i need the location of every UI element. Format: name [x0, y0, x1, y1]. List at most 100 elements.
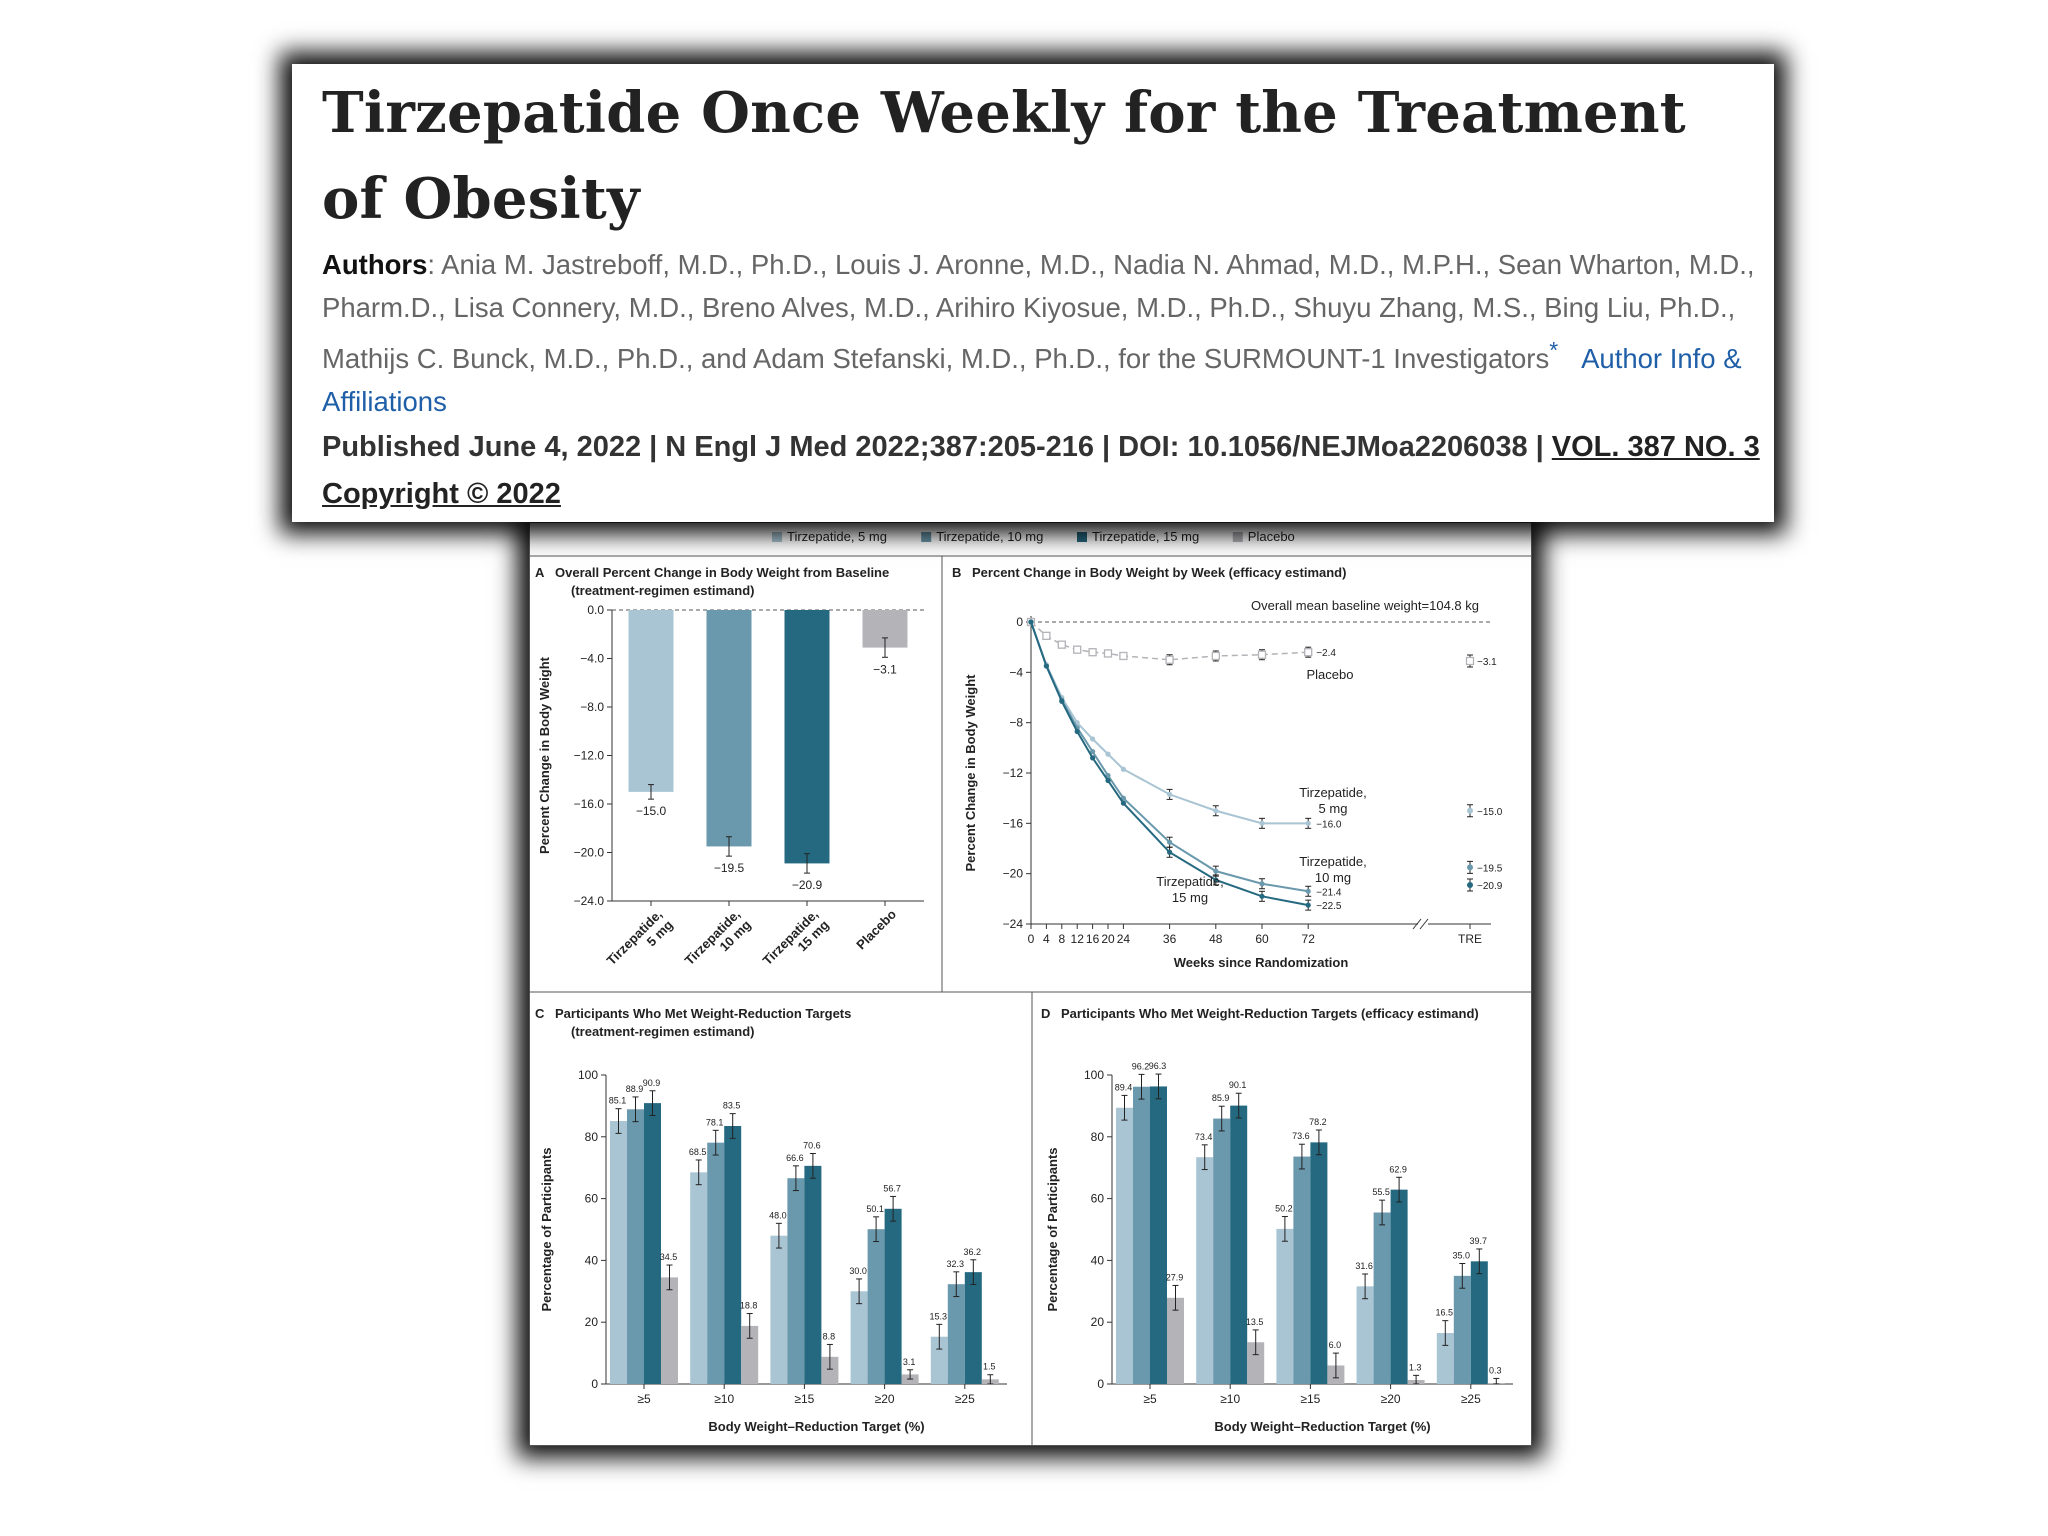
panel-c-value-label: 15.3 — [930, 1311, 948, 1321]
panel-c-ytick-label: 0 — [591, 1377, 598, 1391]
panel-b-title: Percent Change in Body Weight by Week (e… — [972, 565, 1346, 580]
panel-b-xtick-label: 24 — [1117, 932, 1131, 946]
panel-b-marker-placebo — [1057, 640, 1066, 649]
panel-b-xtick-label: 60 — [1255, 932, 1269, 946]
panel-c-value-label: 68.5 — [689, 1147, 707, 1157]
panel-b-axis-break — [1412, 918, 1422, 930]
panel-d-xlabel: Body Weight–Reduction Target (%) — [1214, 1419, 1430, 1434]
panel-c-bar-tz10 — [627, 1109, 644, 1384]
panel-d-category-label: ≥25 — [1461, 1392, 1481, 1406]
panel-b-marker-tz5 — [1090, 736, 1096, 742]
panel-b-tre-label: −20.9 — [1477, 881, 1503, 892]
authors-list: : Ania M. Jastreboff, M.D., Ph.D., Louis… — [322, 249, 1755, 375]
panel-b-marker-tz15 — [1259, 893, 1265, 899]
panel-c-bar-tz10 — [707, 1142, 725, 1384]
panel-c-bar-tz5 — [690, 1172, 708, 1384]
meta-separator: | — [1535, 431, 1544, 463]
meta-separator: | — [1102, 431, 1111, 463]
panel-b-tre-marker-placebo — [1465, 656, 1475, 666]
panel-a-title: Overall Percent Change in Body Weight fr… — [555, 565, 889, 580]
panel-c-letter: C — [535, 1006, 545, 1021]
legend-label-tz5: Tirzepatide, 5 mg — [787, 529, 887, 544]
panel-c-xlabel: Body Weight–Reduction Target (%) — [708, 1419, 924, 1434]
panel-a-value-label: −20.9 — [792, 878, 823, 892]
panel-c-value-label: 18.8 — [740, 1301, 758, 1311]
panel-d-value-label: 39.7 — [1470, 1236, 1488, 1246]
panel-d-bar-placebo — [1167, 1297, 1184, 1384]
panel-a-ytick-label: −8.0 — [580, 700, 604, 714]
figure-svg: Tirzepatide, 5 mg Tirzepatide, 10 mg Tirze… — [529, 522, 1532, 1446]
panel-b-marker-tz15 — [1213, 877, 1219, 883]
panel-d-value-label: 31.6 — [1355, 1261, 1373, 1271]
authors-asterisk[interactable]: * — [1549, 337, 1559, 363]
panel-c-value-label: 56.7 — [883, 1183, 901, 1193]
panel-d-bar-placebo — [1247, 1342, 1265, 1384]
legend-swatch-tz10 — [921, 532, 932, 542]
panel-b-marker-tz5 — [1105, 751, 1111, 757]
panel-c-bar-tz5 — [610, 1121, 627, 1384]
panel-c-bar-placebo — [661, 1277, 678, 1384]
panel-b-xtick-label: 72 — [1302, 932, 1316, 946]
panel-a-ytick-label: 0.0 — [587, 603, 604, 617]
panel-c-bar-tz10 — [947, 1284, 965, 1384]
legend-swatch-tz15 — [1077, 532, 1087, 542]
panel-b-marker-tz10 — [1259, 881, 1265, 887]
panel-d-value-label: 35.0 — [1453, 1250, 1471, 1260]
panel-a-ytick-label: −16.0 — [574, 797, 605, 811]
figure-panel: Tirzepatide, 5 mg Tirzepatide, 10 mg Tirze… — [529, 522, 1532, 1446]
panel-c-ytick-label: 20 — [585, 1315, 599, 1329]
panel-b-ytick-label: −4 — [1009, 665, 1023, 679]
panel-d-title: Participants Who Met Weight-Reduction Ta… — [1061, 1006, 1479, 1021]
panel-d-value-label: 96.3 — [1149, 1061, 1167, 1071]
panel-c-ytick-label: 100 — [578, 1068, 598, 1082]
panel-b-marker-tz15 — [1074, 728, 1080, 735]
panel-b-marker-tz10 — [1120, 795, 1126, 801]
panel-a-subtitle: (treatment-regimen estimand) — [571, 583, 754, 598]
panel-d-value-label: 73.4 — [1195, 1132, 1213, 1142]
copyright-link[interactable]: Copyright © 2022 — [322, 478, 561, 510]
authors-block: Authors: Ania M. Jastreboff, M.D., Ph.D.… — [322, 244, 1762, 423]
panel-d-category-label: ≥10 — [1220, 1392, 1240, 1406]
panel-b-marker-tz15 — [1120, 800, 1126, 806]
panel-d-value-label: 90.1 — [1229, 1080, 1247, 1090]
panel-b-letter: B — [952, 565, 961, 580]
panel-b-marker-tz5 — [1120, 766, 1126, 772]
panel-d-value-label: 13.5 — [1246, 1317, 1264, 1327]
panel-c-category-label: ≥5 — [637, 1392, 651, 1406]
panel-b-tre-marker-tz10 — [1467, 864, 1473, 871]
panel-d-category-label: ≥15 — [1300, 1392, 1320, 1406]
panel-c-bar-tz10 — [787, 1178, 805, 1384]
panel-d-value-label: 27.9 — [1166, 1272, 1184, 1282]
panel-b-xlabel: Weeks since Randomization — [1174, 955, 1349, 970]
panel-b-axis-break — [1419, 918, 1429, 930]
panel-b-end-label: −2.4 — [1316, 648, 1336, 659]
panel-b-tre-marker-tz15 — [1467, 881, 1473, 888]
panel-c-category-label: ≥15 — [794, 1392, 814, 1406]
panel-d-value-label: 89.4 — [1115, 1082, 1133, 1092]
panel-b-ytick-label: −24 — [1003, 917, 1024, 931]
panel-c-bar-tz15 — [964, 1272, 982, 1384]
panel-b-series-label-tz10: Tirzepatide, — [1299, 854, 1366, 869]
author-info-link[interactable]: Author Info & Affiliations — [322, 343, 1742, 417]
panel-b-end-label: −16.0 — [1316, 819, 1342, 830]
panel-c-bar-tz10 — [867, 1229, 885, 1384]
panel-c-value-label: 8.8 — [823, 1331, 836, 1341]
panel-a-ytick-label: −20.0 — [574, 846, 605, 860]
volume-link[interactable]: VOL. 387 NO. 3 — [1551, 431, 1760, 463]
panel-b-marker-placebo — [1304, 648, 1313, 657]
panel-d-value-label: 55.5 — [1372, 1187, 1390, 1197]
panel-b-xtick-label: 20 — [1101, 932, 1115, 946]
panel-b-tre-label: −19.5 — [1477, 863, 1503, 874]
panel-c-value-label: 32.3 — [947, 1259, 965, 1269]
panel-c-value-label: 34.5 — [660, 1252, 678, 1262]
panel-d-ytick-label: 60 — [1091, 1192, 1105, 1206]
article-title: Tirzepatide Once Weekly for the Treatmen… — [322, 80, 1686, 232]
panel-d-value-label: 16.5 — [1436, 1308, 1454, 1318]
published-date: Published June 4, 2022 — [322, 431, 642, 463]
legend-swatch-tz5 — [772, 532, 782, 542]
panel-b-xtick-label: TRE — [1458, 932, 1482, 946]
panel-d-bar-tz15 — [1230, 1105, 1248, 1384]
panel-b-marker-tz15 — [1305, 902, 1311, 908]
panel-b-marker-tz15 — [1059, 698, 1065, 704]
panel-d-bar-tz10 — [1133, 1086, 1150, 1384]
